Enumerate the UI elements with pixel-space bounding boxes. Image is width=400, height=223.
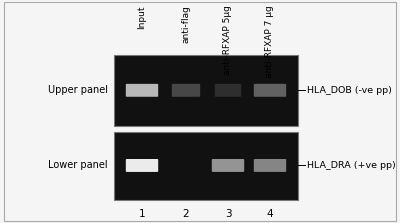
Text: Input: Input [138, 6, 146, 29]
Text: Upper panel: Upper panel [48, 85, 108, 95]
FancyBboxPatch shape [114, 132, 298, 200]
Text: Lower panel: Lower panel [48, 161, 108, 170]
Text: 2: 2 [183, 209, 189, 219]
FancyBboxPatch shape [126, 159, 158, 172]
Text: 3: 3 [225, 209, 231, 219]
Text: HLA_DOB (-ve pp): HLA_DOB (-ve pp) [307, 86, 392, 95]
FancyBboxPatch shape [172, 84, 200, 97]
FancyBboxPatch shape [215, 84, 241, 97]
FancyBboxPatch shape [254, 84, 286, 97]
FancyBboxPatch shape [114, 55, 298, 126]
FancyBboxPatch shape [212, 159, 244, 172]
Text: anti-RFXAP 5μg: anti-RFXAP 5μg [224, 6, 232, 75]
Text: HLA_DRA (+ve pp): HLA_DRA (+ve pp) [307, 161, 396, 170]
Text: anti-flag: anti-flag [182, 6, 190, 43]
FancyBboxPatch shape [126, 84, 158, 97]
Text: anti-RFXAP 7 μg: anti-RFXAP 7 μg [266, 6, 274, 78]
Text: 1: 1 [139, 209, 145, 219]
FancyBboxPatch shape [254, 159, 286, 172]
Text: 4: 4 [267, 209, 273, 219]
